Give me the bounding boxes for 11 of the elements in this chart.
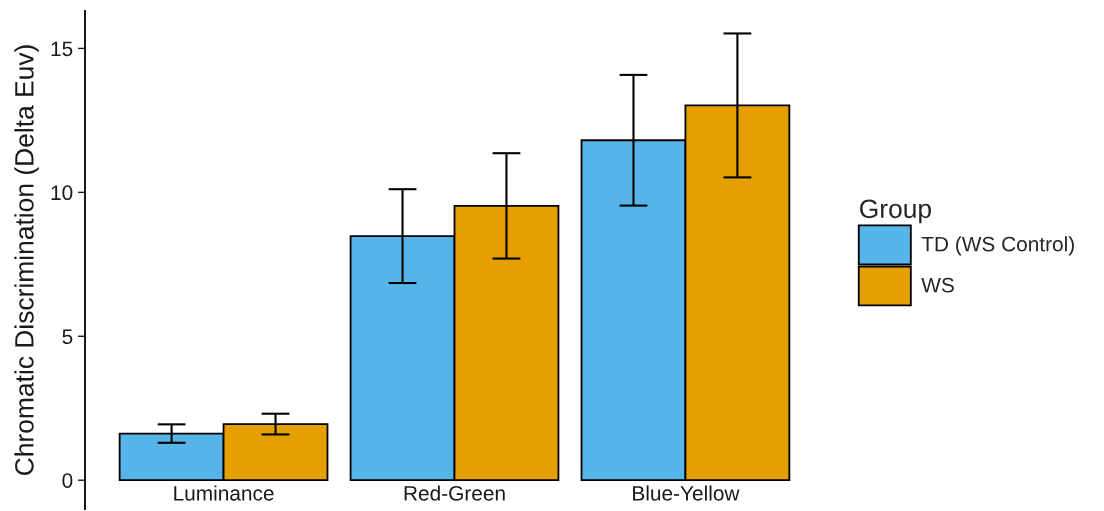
y-tick-label: 15 [51,41,73,57]
x-tick-label: Luminance [174,485,274,501]
y-tick-label: 10 [51,185,73,201]
y-tick-label: 5 [62,329,73,345]
x-tick-label: Blue-Yellow [633,485,740,501]
y-tick-label: 0 [62,473,73,488]
y-axis-title: Chromatic Discrimination (Delta Euv) [14,45,39,475]
legend-title: Group [860,199,931,224]
legend-label: TD (WS Control) [921,236,1074,256]
legend-label: WS [921,277,954,293]
x-tick-label: Red-Green [404,485,505,501]
